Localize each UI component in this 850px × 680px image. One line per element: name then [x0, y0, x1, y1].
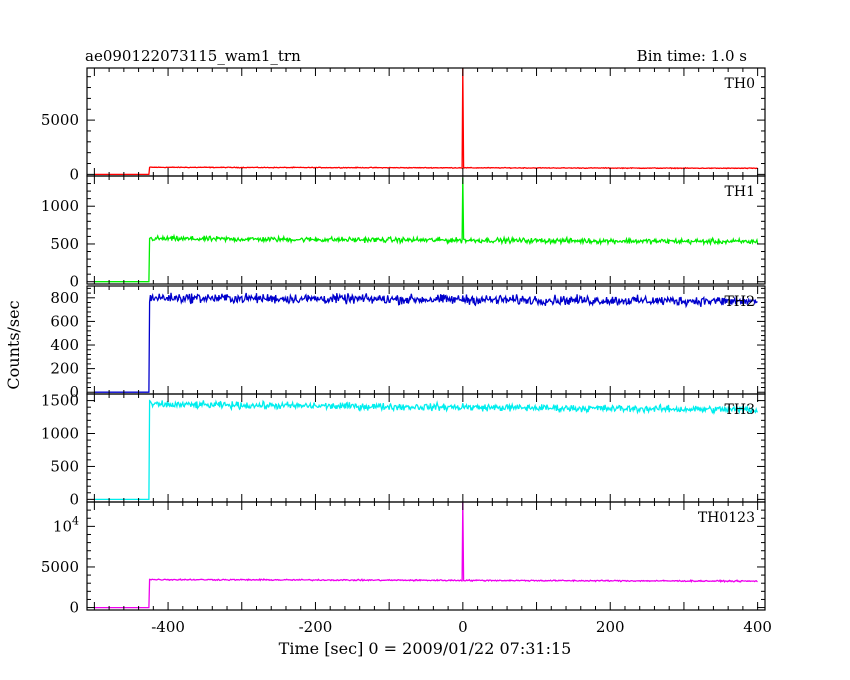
y-tick-label: 1000: [41, 197, 79, 215]
series-line-th0: [94, 67, 758, 176]
y-tick-label: 0: [69, 383, 79, 401]
panel-label-th0: TH0: [725, 76, 755, 92]
panel-th1: 0 500 1000 TH1: [41, 175, 766, 291]
panel-label-th2: TH2: [725, 294, 755, 310]
y-tick-label: 0: [69, 165, 79, 183]
panel-th3: 0 500 1000 1500 TH3: [41, 392, 766, 508]
y-tick-label: 1000: [41, 425, 79, 443]
y-tick-label: 800: [50, 289, 79, 307]
y-tick-label: 200: [50, 360, 79, 378]
panel-stack: 0 5000 TH0 0 500 1000 TH1 0 200 400 600 800 TH2 0 500 1…: [41, 67, 766, 617]
series-line-th2: [94, 292, 758, 393]
y-tick-label: 5000: [41, 558, 79, 576]
panel-label-th3: TH3: [725, 402, 755, 418]
x-tick-label: 200: [596, 618, 625, 636]
y-tick-label: 0: [69, 273, 79, 291]
y-tick-label: 104: [53, 514, 79, 535]
x-tick-label: 0: [458, 618, 468, 636]
x-tick-label: 400: [743, 618, 772, 636]
panel-label-th1: TH1: [725, 184, 755, 200]
y-axis-label: Counts/sec: [4, 300, 23, 389]
x-axis-label: Time [sec] 0 = 2009/01/22 07:31:15: [279, 639, 572, 658]
panel-label-th0123: TH0123: [698, 510, 755, 526]
panel-frame: [86, 393, 766, 503]
y-tick-label: 0: [69, 490, 79, 508]
series-line-th3: [94, 399, 759, 501]
panel-th0123: 0 5000 104 TH0123: [41, 501, 766, 617]
panel-th0: 0 5000 TH0: [41, 67, 766, 183]
panel-frame: [86, 501, 766, 611]
x-axis-tick-labels: -400 -200 0 200 400: [151, 618, 772, 636]
panel-frame: [86, 175, 766, 285]
y-tick-label: 0: [69, 599, 79, 617]
y-tick-label: 5000: [41, 111, 79, 129]
series-line-th1: [94, 177, 759, 283]
figure-title: ae090122073115_wam1_trn: [85, 47, 301, 65]
bin-time-label: Bin time: 1.0 s: [637, 47, 747, 65]
y-tick-label: 400: [50, 336, 79, 354]
y-tick-label: 500: [50, 235, 79, 253]
y-tick-label: 1500: [41, 392, 79, 410]
panel-th2: 0 200 400 600 800 TH2: [50, 285, 766, 401]
y-tick-label: 500: [50, 457, 79, 475]
x-tick-label: -400: [151, 618, 185, 636]
y-tick-label: 600: [50, 312, 79, 330]
series-line-th0123: [94, 501, 758, 609]
panel-frame: [86, 67, 766, 177]
x-tick-label: -200: [299, 618, 333, 636]
